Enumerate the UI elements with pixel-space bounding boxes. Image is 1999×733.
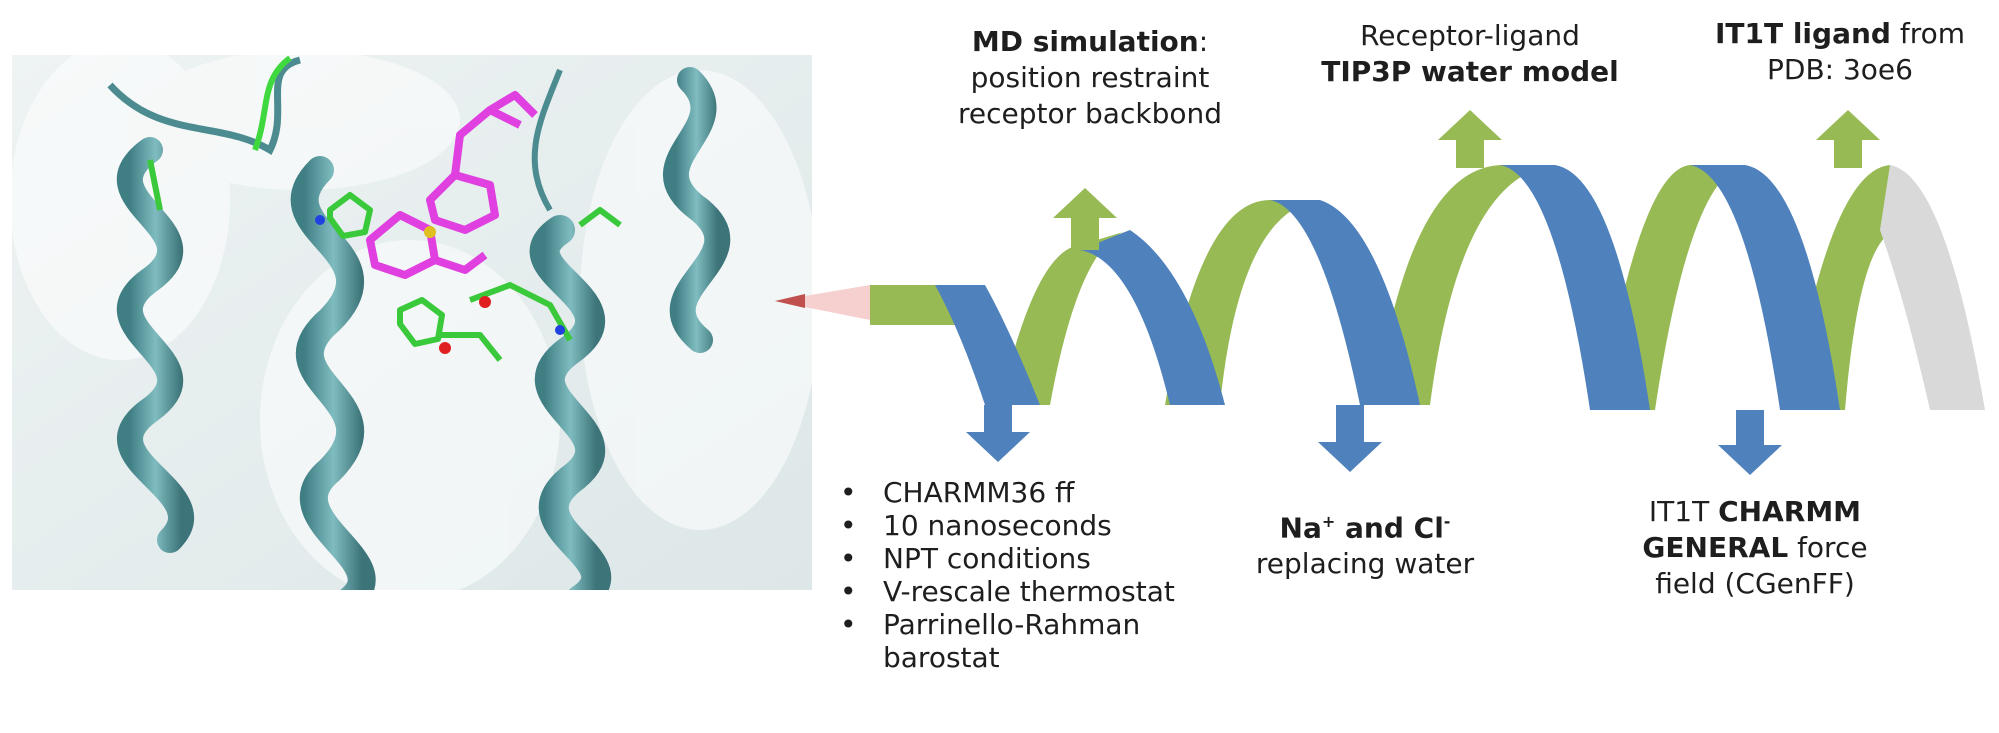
list-item: Parrinello-Rahman	[840, 608, 1175, 641]
cgenff-label: IT1T CHARMM GENERAL force field (CGenFF)	[1595, 494, 1915, 602]
list-item: NPT conditions	[840, 542, 1175, 575]
list-item: V-rescale thermostat	[840, 575, 1175, 608]
arrow-down-icon	[966, 405, 1030, 462]
receptor-ligand-label: Receptor-ligand TIP3P water model	[1310, 18, 1630, 90]
list-item: 10 nanoseconds	[840, 509, 1175, 542]
arrow-up-icon	[1438, 110, 1502, 168]
list-item-continuation: barostat	[840, 641, 1175, 674]
list-item: CHARMM36 ff	[840, 476, 1175, 509]
ions-label: Na+ and Cl- replacing water	[1215, 504, 1515, 582]
md-simulation-label: MD simulation: position restraint recept…	[930, 24, 1250, 132]
md-parameters-list: CHARMM36 ff 10 nanoseconds NPT condition…	[840, 476, 1175, 674]
arrow-down-icon	[1318, 405, 1382, 472]
arrow-up-icon	[1816, 110, 1880, 168]
ribbon-grey-segment	[1880, 165, 1985, 410]
it1t-ligand-label: IT1T ligand from PDB: 3oe6	[1700, 16, 1980, 88]
arrow-down-icon	[1718, 410, 1782, 475]
